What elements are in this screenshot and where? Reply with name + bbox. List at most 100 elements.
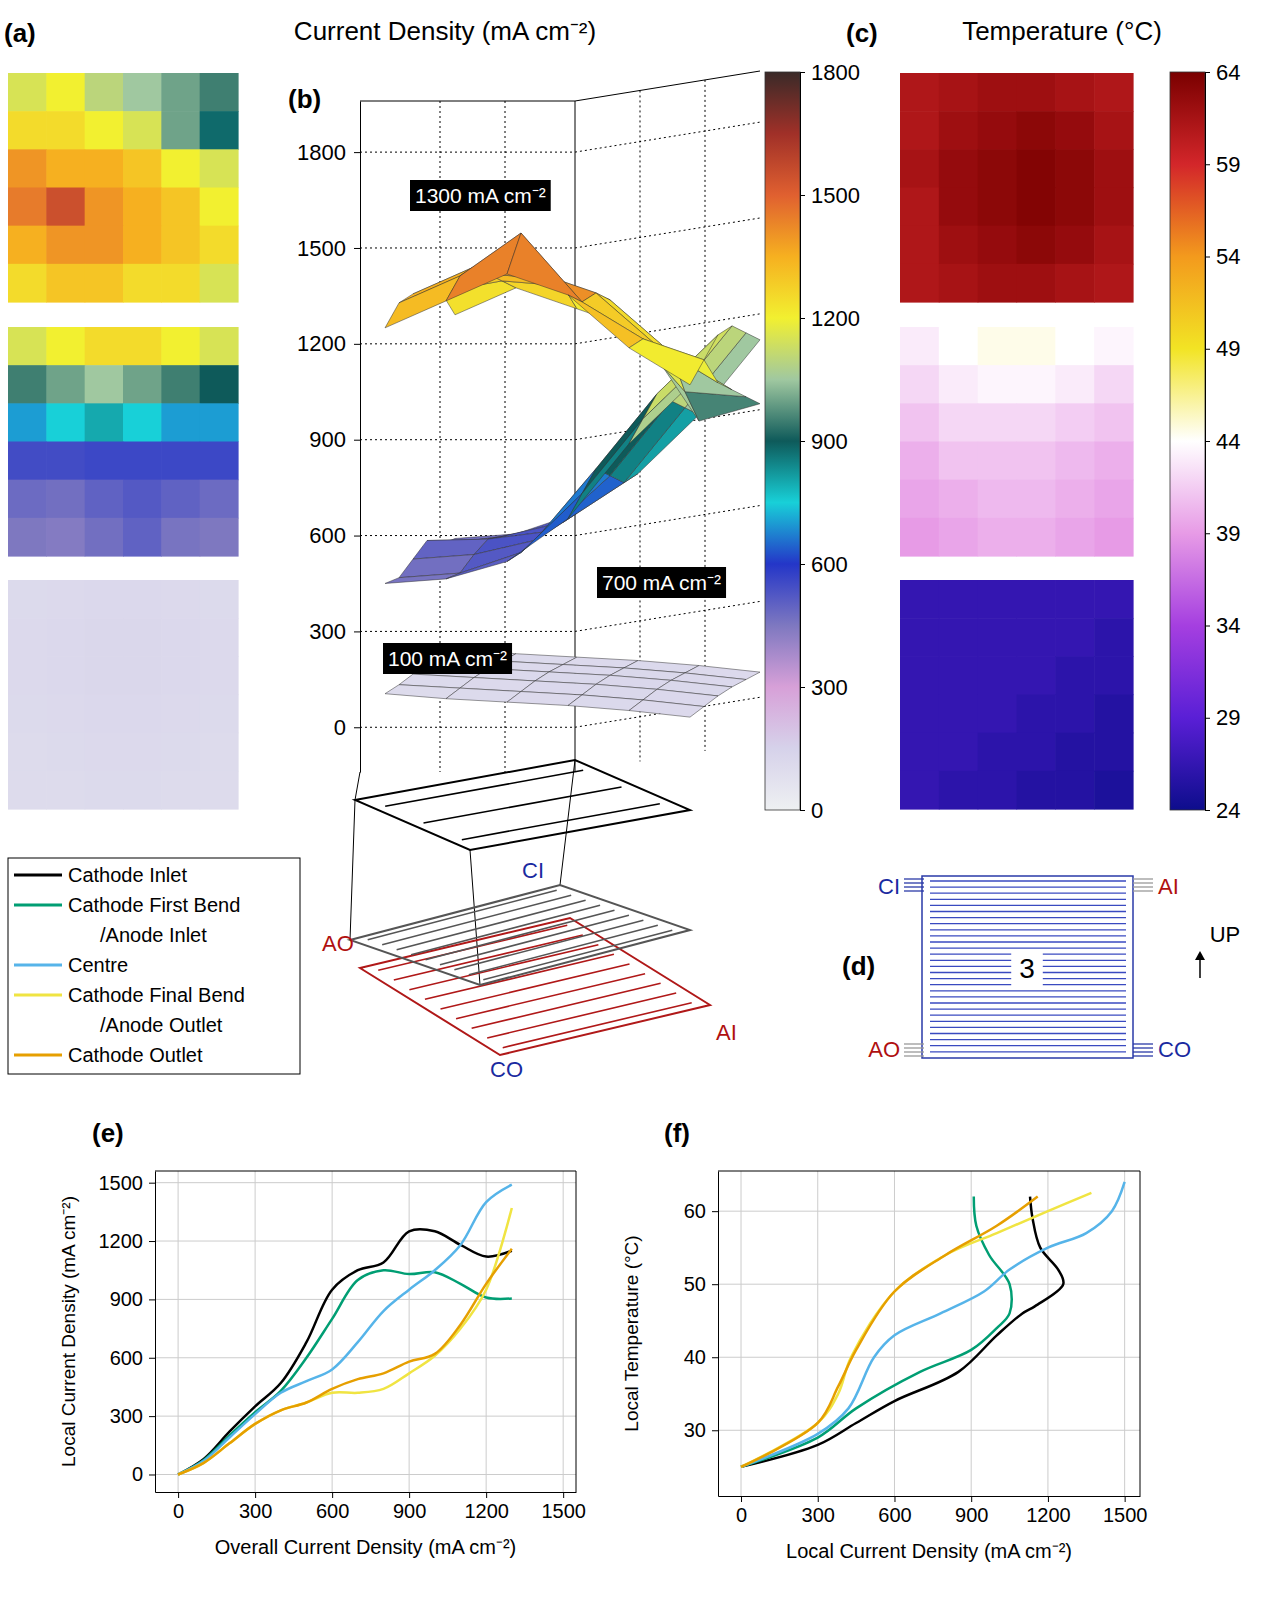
tick: 0 xyxy=(132,1463,155,1485)
surface-label-text: 1300 mA cm⁻² xyxy=(415,184,546,207)
tick: 300 xyxy=(110,1405,155,1427)
grid-line xyxy=(155,1182,576,1183)
heatmap-cell xyxy=(939,188,978,227)
tick: 600 xyxy=(309,523,360,548)
flow-channel xyxy=(385,770,583,806)
tick-mark xyxy=(1205,441,1210,442)
axis-line xyxy=(719,1496,1141,1497)
heatmap-cell xyxy=(161,73,200,112)
tick-mark xyxy=(1205,810,1210,811)
flow-port xyxy=(1133,886,1153,887)
heatmap-cell xyxy=(900,656,939,695)
flow-port xyxy=(904,890,924,891)
heatmap-cell xyxy=(8,73,47,112)
tick: 1500 xyxy=(541,1492,586,1522)
lines xyxy=(741,1182,1125,1467)
heatmap-cell xyxy=(900,403,939,442)
flow-label: CI xyxy=(522,858,544,883)
heatmap-cell xyxy=(200,442,239,481)
tick: 600 xyxy=(316,1492,349,1522)
heatmap-cell xyxy=(1055,327,1094,366)
tick-mark xyxy=(800,810,805,811)
heatmap-cell xyxy=(8,733,47,772)
heatmap-cell xyxy=(1017,111,1056,150)
legend-entry: Centre xyxy=(68,954,128,976)
grid-line xyxy=(1124,1171,1125,1496)
flow-channel xyxy=(930,1045,1126,1046)
tick-mark xyxy=(800,441,805,442)
grid-line xyxy=(575,601,760,631)
heatmap-cell xyxy=(123,188,162,227)
line xyxy=(178,1185,512,1475)
heatmap-cell xyxy=(85,327,124,366)
tick-label: 30 xyxy=(684,1419,706,1441)
heatmap-cell xyxy=(85,264,124,303)
tick-label: 300 xyxy=(110,1405,143,1427)
panel-label: (d) xyxy=(842,951,875,981)
panel-label: (f) xyxy=(664,1118,690,1148)
heatmap-cell xyxy=(1055,580,1094,619)
heatmap-cell xyxy=(939,403,978,442)
heatmap-cell xyxy=(1094,733,1133,772)
heatmap-cell xyxy=(46,149,85,188)
tick-mark xyxy=(149,1358,155,1359)
heatmap-cell xyxy=(161,403,200,442)
heatmap-cell xyxy=(8,149,47,188)
heatmap-cell xyxy=(1017,264,1056,303)
tick-label: 34 xyxy=(1216,613,1240,638)
tick: 54 xyxy=(1205,244,1240,269)
heatmap-cell xyxy=(200,656,239,695)
colorbar xyxy=(1170,72,1205,810)
heatmap-cell xyxy=(46,327,85,366)
heatmap-cell xyxy=(85,695,124,734)
heatmap-cell xyxy=(161,365,200,404)
flow-channel xyxy=(930,1027,1126,1028)
tick-mark xyxy=(1125,1496,1126,1502)
tick-label: 50 xyxy=(684,1273,706,1295)
flow-channel xyxy=(456,974,645,1019)
grid-line xyxy=(360,343,575,344)
heatmap-cell xyxy=(1055,618,1094,657)
heatmap-cell xyxy=(8,111,47,150)
tick: 1200 xyxy=(1026,1496,1071,1526)
tick-mark xyxy=(741,1496,742,1502)
tick-label: 44 xyxy=(1216,429,1240,454)
heatmap-cell xyxy=(1094,403,1133,442)
flow-channel xyxy=(409,945,598,990)
heatmap-cell xyxy=(200,403,239,442)
heatmap-cell xyxy=(85,73,124,112)
heatmap-cell xyxy=(123,771,162,810)
heatmap-cell xyxy=(900,618,939,657)
tick-label: 0 xyxy=(811,798,823,823)
flow-port xyxy=(1133,1043,1153,1044)
heatmap-cell xyxy=(978,518,1017,557)
flow-label: CO xyxy=(490,1057,523,1082)
tick-mark xyxy=(1048,1496,1049,1502)
axis: 0300600900120015001800 xyxy=(297,102,360,773)
heatmap-cell xyxy=(978,618,1017,657)
axis-title: Local Temperature (°C) xyxy=(621,1235,642,1431)
flow-label: AI xyxy=(716,1020,737,1045)
heatmap-cell xyxy=(1094,656,1133,695)
grid-line xyxy=(575,218,760,248)
heatmap-cell xyxy=(123,518,162,557)
heatmap-cell xyxy=(900,580,939,619)
tick: 600 xyxy=(800,552,848,577)
legend-swatch xyxy=(14,964,62,967)
heatmap-cell xyxy=(85,365,124,404)
heatmap-cell xyxy=(46,480,85,519)
heatmap-cell xyxy=(900,149,939,188)
heatmap-cell xyxy=(1017,480,1056,519)
tick: 0 xyxy=(736,1496,747,1526)
heatmap-cell xyxy=(1055,73,1094,112)
heatmap-cell xyxy=(85,518,124,557)
heatmap-cell xyxy=(900,226,939,265)
heatmap-cell xyxy=(978,442,1017,481)
heatmap-cell xyxy=(200,327,239,366)
flow-port xyxy=(1133,890,1153,891)
grid-line xyxy=(575,122,760,152)
tick-mark xyxy=(800,72,805,73)
heatmap-cell xyxy=(8,365,47,404)
grid-line xyxy=(894,1171,895,1496)
flow-channel xyxy=(930,1021,1126,1022)
